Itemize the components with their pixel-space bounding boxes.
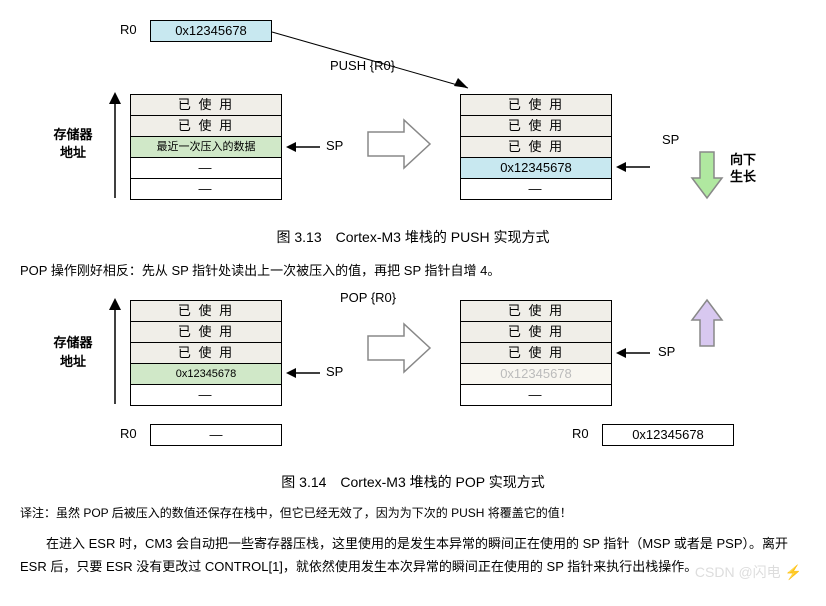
grow-label: 向下 生长 — [730, 152, 756, 186]
caption-push: 图 3.13 Cortex-M3 堆栈的 PUSH 实现方式 — [20, 227, 806, 247]
stack-cell: — — [131, 179, 281, 199]
push-line-arrow — [268, 26, 488, 94]
up-arrow-left — [106, 90, 124, 200]
pop-op-label: POP {R0} — [340, 290, 396, 305]
r0-label-left-2: R0 — [120, 426, 137, 441]
r0-text: R0 — [120, 22, 137, 37]
figure-push: R0 0x12345678 PUSH {R0} 存储器 地址 已 使 用已 使 … — [20, 20, 806, 215]
figure-pop: POP {R0} 存储器 地址 已 使 用已 使 用已 使 用0x1234567… — [20, 290, 806, 460]
r0-box-left-2: — — [150, 424, 282, 446]
r0-box-right-2: 0x12345678 — [602, 424, 734, 446]
stack-cell: 已 使 用 — [461, 322, 611, 343]
sp-arrow-left-2 — [284, 364, 324, 382]
stack-cell: 已 使 用 — [131, 95, 281, 116]
sp-label-left-2: SP — [326, 364, 343, 379]
sp-label-left: SP — [326, 138, 343, 153]
stack-cell: 已 使 用 — [131, 116, 281, 137]
translator-note: 译注：虽然 POP 后被压入的数值还保存在栈中，但它已经无效了，因为为下次的 P… — [20, 504, 806, 523]
stack-cell: — — [461, 385, 611, 405]
stack-cell: — — [131, 385, 281, 405]
stack-cell: — — [461, 179, 611, 199]
r0-label-top: R0 — [120, 22, 137, 37]
mem-addr-label: 存储器 地址 — [48, 126, 98, 162]
left-stack-pop: 已 使 用已 使 用已 使 用0x12345678— — [130, 300, 282, 406]
watermark: CSDN @闪电 ⚡ — [695, 562, 802, 582]
left-stack-push: 已 使 用已 使 用最近一次压入的数据—— — [130, 94, 282, 200]
pop-intro: POP 操作刚好相反：先从 SP 指针处读出上一次被压入的值，再把 SP 指针自… — [20, 259, 806, 282]
stack-cell: 0x12345678 — [461, 364, 611, 385]
stack-cell: 已 使 用 — [131, 322, 281, 343]
stack-cell: 已 使 用 — [461, 137, 611, 158]
stack-cell: 最近一次压入的数据 — [131, 137, 281, 158]
up-arrow-left-2 — [106, 296, 124, 406]
caption-pop: 图 3.14 Cortex-M3 堆栈的 POP 实现方式 — [20, 472, 806, 492]
stack-cell: 0x12345678 — [461, 158, 611, 179]
sp-arrow-right-2 — [614, 344, 654, 362]
big-arrow — [364, 116, 436, 172]
ml1: 存储器 — [53, 127, 92, 142]
right-stack-push: 已 使 用已 使 用已 使 用0x12345678— — [460, 94, 612, 200]
r0-label-right-2: R0 — [572, 426, 589, 441]
stack-cell: 已 使 用 — [461, 116, 611, 137]
ml2: 地址 — [60, 145, 86, 160]
sp-label-right-2: SP — [658, 344, 675, 359]
stack-cell: 已 使 用 — [131, 343, 281, 364]
stack-cell: 已 使 用 — [461, 301, 611, 322]
r0-value-box: 0x12345678 — [150, 20, 272, 42]
sp-arrow-left — [284, 138, 324, 156]
stack-cell: 已 使 用 — [461, 343, 611, 364]
stack-cell: — — [131, 158, 281, 179]
stack-cell: 已 使 用 — [461, 95, 611, 116]
stack-cell: 0x12345678 — [131, 364, 281, 385]
up-arrow-purple — [690, 296, 724, 350]
right-stack-pop: 已 使 用已 使 用已 使 用0x12345678— — [460, 300, 612, 406]
big-arrow-2 — [364, 320, 436, 376]
mem-addr-label-2: 存储器 地址 — [48, 334, 98, 370]
sp-label-right: SP — [662, 132, 679, 147]
esr-paragraph: 在进入 ESR 时，CM3 会自动把一些寄存器压栈，这里使用的是发生本异常的瞬间… — [20, 532, 806, 579]
stack-cell: 已 使 用 — [131, 301, 281, 322]
sp-arrow-right — [614, 158, 654, 176]
grow-arrow — [690, 148, 724, 202]
